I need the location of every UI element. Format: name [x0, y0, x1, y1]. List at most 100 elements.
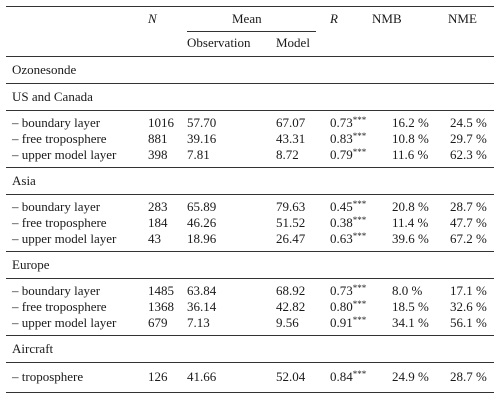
cell-r: 0.83***	[330, 131, 366, 147]
cell-model: 43.31	[276, 131, 306, 146]
cell-nme: 62.3 %	[450, 147, 487, 162]
cell-model: 52.04	[276, 369, 306, 384]
cell-nme: 28.7 %	[450, 199, 487, 214]
row-label: – troposphere	[12, 369, 84, 384]
r-value: 0.84	[330, 369, 353, 384]
header-model: Model	[276, 35, 310, 50]
cell-nmb: 16.2 %	[392, 115, 429, 130]
cell-model: 51.52	[276, 215, 306, 230]
r-value: 0.73	[330, 283, 353, 298]
row-label: – free troposphere	[12, 131, 107, 146]
row-label: – free troposphere	[12, 215, 107, 230]
row-label: – boundary layer	[12, 115, 101, 130]
r-value: 0.91	[330, 315, 353, 330]
section-europe: Europe	[12, 257, 50, 272]
cell-nme: 29.7 %	[450, 131, 487, 146]
cell-r: 0.63***	[330, 231, 366, 247]
cell-observation: 7.13	[187, 315, 210, 330]
cell-n: 126	[148, 369, 168, 384]
row-label: – boundary layer	[12, 199, 101, 214]
cell-nme: 32.6 %	[450, 299, 487, 314]
section-aircraft: Aircraft	[12, 341, 54, 356]
section-rule	[6, 251, 494, 252]
section-rule	[6, 167, 494, 168]
row-label: – upper model layer	[12, 315, 117, 330]
cell-n: 1368	[148, 299, 174, 314]
cell-n: 1485	[148, 283, 174, 298]
r-value: 0.83	[330, 131, 353, 146]
cell-r: 0.91***	[330, 315, 366, 331]
cell-nme: 67.2 %	[450, 231, 487, 246]
cell-nmb: 8.0 %	[392, 283, 423, 298]
cell-nmb: 11.6 %	[392, 147, 429, 162]
cell-r: 0.80***	[330, 299, 366, 315]
mean-subrule	[187, 31, 316, 32]
cell-r: 0.38***	[330, 215, 366, 231]
row-label: – free troposphere	[12, 299, 107, 314]
cell-nmb: 24.9 %	[392, 369, 429, 384]
r-value: 0.73	[330, 115, 353, 130]
header-nme: NME	[448, 11, 477, 26]
cell-nmb: 18.5 %	[392, 299, 429, 314]
cell-nmb: 20.8 %	[392, 199, 429, 214]
cell-nme: 24.5 %	[450, 115, 487, 130]
header-observation: Observation	[187, 35, 251, 50]
header-r: R	[330, 11, 338, 26]
cell-model: 26.47	[276, 231, 306, 246]
section-rule	[6, 83, 494, 84]
section-rule	[6, 278, 494, 279]
section-rule	[6, 335, 494, 336]
significance-marker: ***	[352, 369, 367, 379]
header-mean: Mean	[232, 11, 262, 26]
cell-model: 8.72	[276, 147, 299, 162]
significance-marker: ***	[352, 199, 367, 209]
cell-r: 0.73***	[330, 115, 366, 131]
significance-marker: ***	[352, 147, 367, 157]
cell-nmb: 34.1 %	[392, 315, 429, 330]
header-n: N	[148, 11, 157, 26]
cell-nmb: 11.4 %	[392, 215, 429, 230]
significance-marker: ***	[352, 315, 367, 325]
r-value: 0.79	[330, 147, 353, 162]
significance-marker: ***	[352, 131, 367, 141]
cell-n: 679	[148, 315, 168, 330]
cell-n: 184	[148, 215, 168, 230]
cell-r: 0.73***	[330, 283, 366, 299]
cell-r: 0.45***	[330, 199, 366, 215]
cell-observation: 41.66	[187, 369, 217, 384]
significance-marker: ***	[352, 231, 367, 241]
header-nmb: NMB	[372, 11, 402, 26]
section-rule	[6, 110, 494, 111]
cell-n: 881	[148, 131, 168, 146]
cell-model: 68.92	[276, 283, 306, 298]
r-value: 0.45	[330, 199, 353, 214]
cell-observation: 39.16	[187, 131, 217, 146]
cell-r: 0.84***	[330, 369, 366, 385]
r-value: 0.80	[330, 299, 353, 314]
cell-observation: 63.84	[187, 283, 217, 298]
cell-nme: 47.7 %	[450, 215, 487, 230]
cell-observation: 46.26	[187, 215, 217, 230]
header-bottom-rule	[6, 56, 494, 57]
cell-observation: 36.14	[187, 299, 217, 314]
row-label: – upper model layer	[12, 231, 117, 246]
cell-model: 79.63	[276, 199, 306, 214]
section-asia: Asia	[12, 173, 36, 188]
cell-observation: 65.89	[187, 199, 217, 214]
section-rule	[6, 194, 494, 195]
cell-model: 67.07	[276, 115, 306, 130]
table-top-rule	[6, 6, 494, 7]
row-label: – upper model layer	[12, 147, 117, 162]
section-us-canada: US and Canada	[12, 89, 93, 104]
significance-marker: ***	[352, 283, 367, 293]
cell-nmb: 10.8 %	[392, 131, 429, 146]
cell-nmb: 39.6 %	[392, 231, 429, 246]
cell-nme: 28.7 %	[450, 369, 487, 384]
cell-observation: 7.81	[187, 147, 210, 162]
significance-marker: ***	[352, 215, 367, 225]
cell-observation: 57.70	[187, 115, 217, 130]
cell-n: 398	[148, 147, 168, 162]
table-bottom-rule	[6, 392, 494, 393]
cell-nme: 17.1 %	[450, 283, 487, 298]
